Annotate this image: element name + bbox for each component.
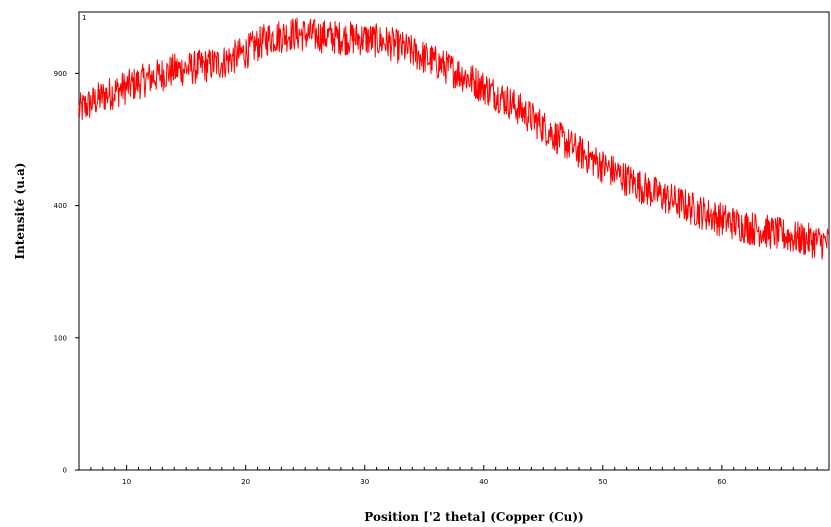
x-tick-label: 40	[479, 478, 488, 486]
data-point	[78, 110, 79, 111]
y-axis-title: Intensité (u.a)	[13, 163, 27, 260]
data-point	[697, 210, 698, 211]
y-axis: 0 100 400 900	[54, 70, 79, 475]
data-point	[126, 86, 127, 87]
data-point	[650, 190, 651, 191]
data-point	[531, 117, 532, 118]
y-tick-label: 0	[63, 467, 67, 475]
data-point	[412, 51, 413, 52]
data-point	[221, 62, 222, 63]
x-tick-label: 20	[241, 478, 250, 486]
data-point	[793, 237, 794, 238]
plot-frame	[78, 11, 830, 471]
data-point	[269, 37, 270, 38]
data-point	[459, 73, 460, 74]
data-point	[340, 37, 341, 38]
data-point	[316, 35, 317, 36]
data-point	[197, 66, 198, 67]
panel-label: 1	[82, 14, 86, 22]
series-layer	[78, 17, 830, 260]
data-point	[816, 240, 817, 241]
x-tick-label: 60	[717, 478, 726, 486]
data-point	[721, 219, 722, 220]
data-point	[769, 231, 770, 232]
data-point	[602, 165, 603, 166]
data-point	[555, 135, 556, 136]
data-point	[102, 95, 103, 96]
x-tick-label: 50	[598, 478, 607, 486]
data-point	[745, 226, 746, 227]
data-point	[388, 42, 389, 43]
data-point	[293, 33, 294, 34]
data-point	[174, 69, 175, 70]
x-axis-title: Position ['2 theta] (Copper (Cu))	[364, 510, 583, 524]
y-tick-label: 900	[54, 70, 67, 78]
y-tick-label: 100	[54, 334, 67, 342]
x-tick-label: 30	[360, 478, 369, 486]
series-0	[78, 17, 830, 260]
data-point	[626, 178, 627, 179]
x-axis: 10 20 30 40 50 60	[78, 465, 830, 486]
data-point	[674, 200, 675, 201]
series-line	[78, 17, 830, 260]
plot-border	[78, 11, 830, 471]
data-point	[436, 62, 437, 63]
data-point	[483, 86, 484, 87]
data-point	[828, 242, 829, 243]
x-tick-label: 10	[122, 478, 131, 486]
data-point	[364, 38, 365, 39]
data-point	[507, 100, 508, 101]
data-point	[150, 77, 151, 78]
data-point	[245, 51, 246, 52]
data-point	[578, 151, 579, 152]
y-tick-label: 400	[54, 202, 67, 210]
